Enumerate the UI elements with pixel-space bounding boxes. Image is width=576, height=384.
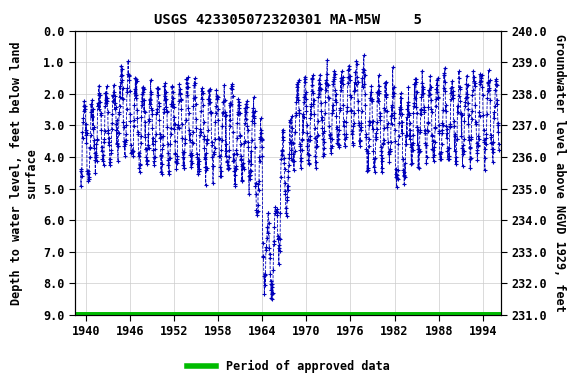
Y-axis label: Groundwater level above NGVD 1929, feet: Groundwater level above NGVD 1929, feet xyxy=(553,34,566,312)
Title: USGS 423305072320301 MA-M5W    5: USGS 423305072320301 MA-M5W 5 xyxy=(154,13,422,27)
Y-axis label: Depth to water level, feet below land
surface: Depth to water level, feet below land su… xyxy=(10,41,37,305)
Legend: Period of approved data: Period of approved data xyxy=(182,356,394,378)
